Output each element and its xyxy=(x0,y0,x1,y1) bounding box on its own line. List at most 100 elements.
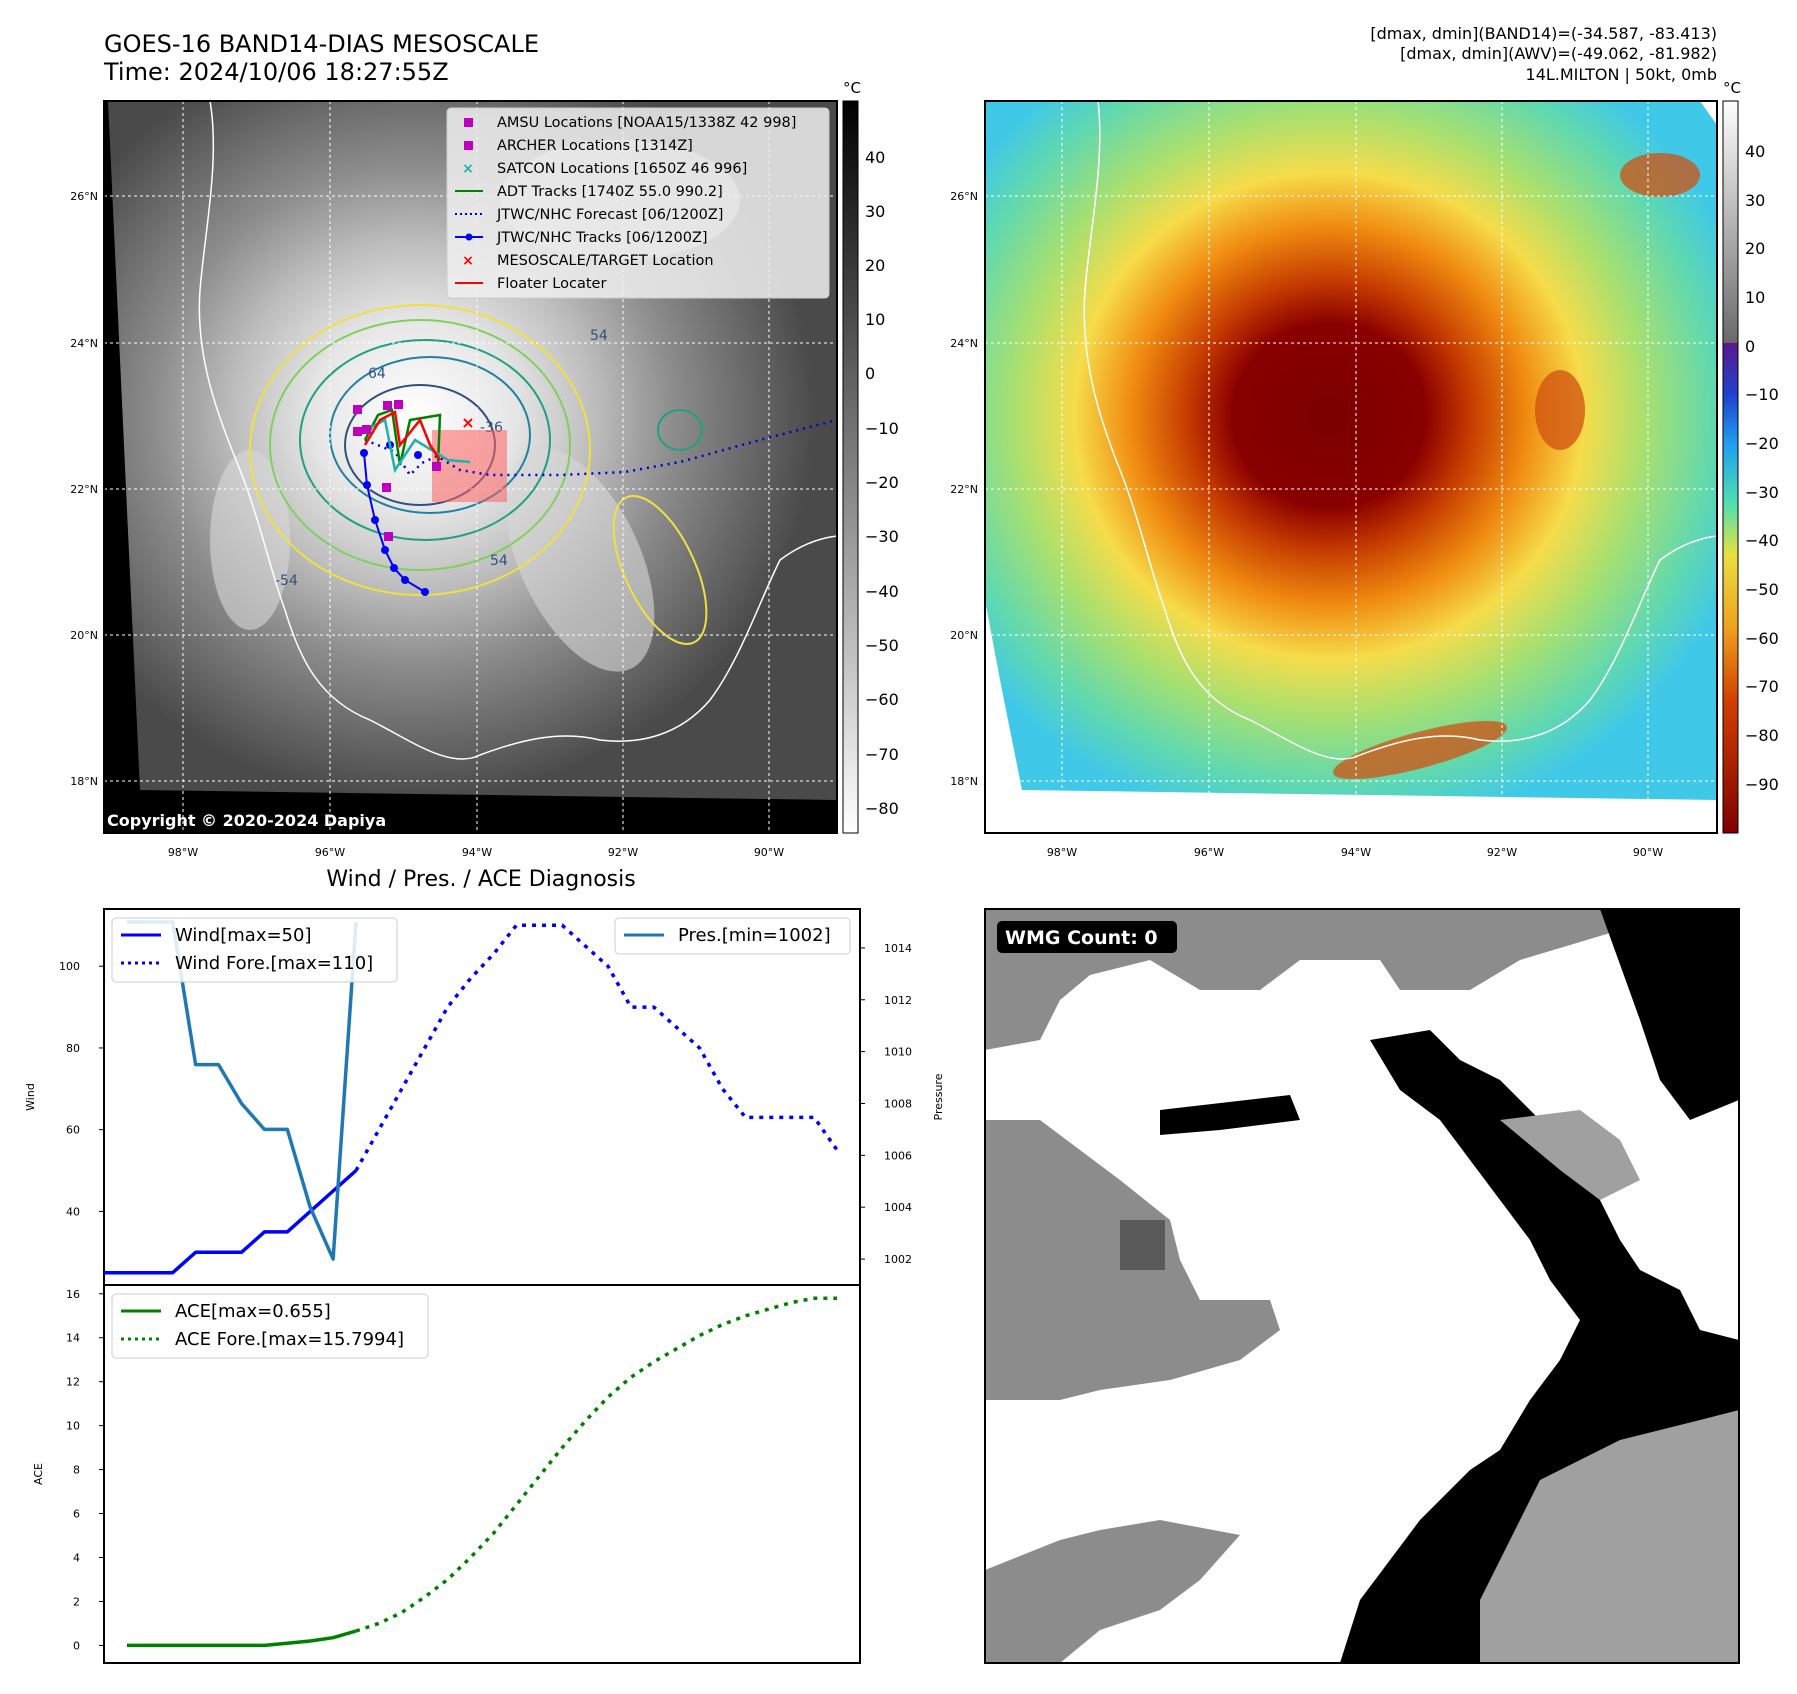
wind-legend-box xyxy=(111,917,398,983)
cb-tick: 30 xyxy=(1745,191,1765,210)
legend-label: ACE Fore.[max=15.7994] xyxy=(175,1329,404,1350)
ir-legend-box xyxy=(446,107,830,299)
legend-marker-dot xyxy=(465,233,473,241)
y2-tick-label: 1010 xyxy=(884,1046,912,1059)
contour-yellow xyxy=(249,304,591,596)
y2-tick-label: 1012 xyxy=(884,994,912,1007)
wind-pressure-chart: Wind Pressure 40 60 80 100 1002 1004 1006 1008… xyxy=(24,908,945,1286)
pressure-legend: Pres.[min=1002] xyxy=(614,917,851,955)
cb-tick: −60 xyxy=(865,690,899,709)
y-tick-label: 100 xyxy=(59,960,80,973)
y-tick-label: 10 xyxy=(66,1420,80,1433)
contour-label: 54 xyxy=(590,328,608,344)
wmg-light-gray-bottom xyxy=(1480,1410,1739,1663)
contour-label: 54 xyxy=(490,553,508,569)
cb-tick: −50 xyxy=(1745,580,1779,599)
legend-label: Floater Locater xyxy=(497,276,606,292)
series-line-wind-fore xyxy=(354,923,839,1172)
legend-entry-pressure: Pres.[min=1002] xyxy=(624,925,831,946)
lat-label: 18°N xyxy=(950,775,978,788)
lon-label: 90°W xyxy=(754,846,784,859)
legend-label: ARCHER Locations [1314Z] xyxy=(497,138,693,154)
ir-contours xyxy=(249,304,708,645)
wv-map-frame xyxy=(984,100,1718,834)
cb-tick: 40 xyxy=(865,148,885,167)
wv-colorbar-gradient xyxy=(1722,100,1739,834)
series-line-wind xyxy=(104,1169,358,1275)
legend-marker: × xyxy=(462,161,474,177)
lon-label: 90°W xyxy=(1633,846,1663,859)
cb-tick: 30 xyxy=(865,202,885,221)
cb-tick: −60 xyxy=(1745,629,1779,648)
y2-tick-label: 1006 xyxy=(884,1149,912,1162)
contour-teal xyxy=(329,356,531,514)
y-tick-label: 60 xyxy=(66,1124,80,1137)
contour-green xyxy=(299,339,551,541)
series-line-ace-fore xyxy=(355,1296,838,1633)
legend-label: AMSU Locations [NOAA15/1338Z 42 998] xyxy=(497,115,796,131)
legend-entry-adt: ADT Tracks [1740Z 55.0 990.2] xyxy=(455,184,723,200)
wmg-frame xyxy=(984,908,1740,1664)
lat-label: 24°N xyxy=(70,337,98,350)
adt-track-line xyxy=(363,408,442,466)
y-tick-label: 0 xyxy=(73,1639,80,1652)
wmg-black-top xyxy=(1600,909,1739,1120)
series-line-ace xyxy=(126,1629,357,1648)
legend-entry-tracks: JTWC/NHC Tracks [06/1200Z] xyxy=(455,230,708,246)
cb-tick: −70 xyxy=(1745,677,1779,696)
wv-imagery xyxy=(985,101,1717,800)
cb-tick: −10 xyxy=(1745,385,1779,404)
ir-map-frame xyxy=(103,100,838,834)
y-tick-label: 16 xyxy=(66,1288,80,1301)
cb-tick: 10 xyxy=(865,310,885,329)
wmg-light-gray xyxy=(1500,1110,1640,1200)
wv-map-panel xyxy=(984,100,1718,834)
y-tick-label: 12 xyxy=(66,1376,80,1389)
legend-label: SATCON Locations [1650Z 46 996] xyxy=(497,161,747,177)
legend-label: JTWC/NHC Tracks [06/1200Z] xyxy=(496,230,708,246)
cb-tick: 0 xyxy=(865,364,875,383)
ir-colorbar-ticks: 40 30 20 10 0 −10 −20 −30 −40 −50 −60 −7… xyxy=(865,148,899,818)
wind-y-ticks: 40 60 80 100 xyxy=(59,960,104,1218)
ace-chart: ACE 0 2 4 6 8 10 12 14 16 ACE[max=0.655] ACE For… xyxy=(32,1284,861,1664)
y-tick-label: 14 xyxy=(66,1332,80,1345)
contour-label-group: 64 54 -54 54 -36 xyxy=(275,328,608,589)
wind-legend: Wind[max=50] Wind Fore.[max=110] xyxy=(111,917,398,983)
legend-label: ACE[max=0.655] xyxy=(175,1301,331,1322)
best-track-dots xyxy=(360,441,429,596)
legend-entry-satcon: × SATCON Locations [1650Z 46 996] xyxy=(462,161,747,177)
wind-series-group xyxy=(104,920,839,1275)
wmg-dark-patch xyxy=(1120,1220,1165,1270)
ace-series-group xyxy=(126,1296,838,1648)
wv-coastline xyxy=(1083,101,1717,760)
legend-entry-wind: Wind[max=50] xyxy=(121,925,312,946)
copyright-text: Copyright © 2020-2024 Dapiya xyxy=(107,811,386,830)
legend-entry-archer: ARCHER Locations [1314Z] xyxy=(464,138,693,154)
cb-tick: −50 xyxy=(865,636,899,655)
figure-time: Time: 2024/10/06 18:27:55Z xyxy=(103,58,449,86)
legend-entry-floater: Floater Locater xyxy=(455,276,606,292)
wv-colorbar-unit: °C xyxy=(1723,79,1741,97)
contour-label: -54 xyxy=(275,573,298,589)
floater-track-line xyxy=(363,410,442,461)
lat-label: 26°N xyxy=(950,190,978,203)
legend-entry-ace-forecast: ACE Fore.[max=15.7994] xyxy=(121,1329,404,1350)
wind-axis-label: Wind xyxy=(24,1083,37,1111)
ace-legend-box xyxy=(111,1293,429,1359)
contour-lightgreen xyxy=(269,319,571,571)
y-tick-label: 80 xyxy=(66,1042,80,1055)
cb-tick: −20 xyxy=(1745,434,1779,453)
lat-label: 24°N xyxy=(950,337,978,350)
info-band14: [dmax, dmin](BAND14)=(-34.587, -83.413) xyxy=(1370,24,1717,43)
y-tick-label: 4 xyxy=(73,1552,80,1565)
contour-label: 64 xyxy=(368,366,386,382)
legend-marker: × xyxy=(462,253,474,269)
amsu-markers xyxy=(353,400,441,541)
lon-label: 98°W xyxy=(1047,846,1077,859)
lon-label: 94°W xyxy=(462,846,492,859)
wmg-grid xyxy=(985,909,1739,1663)
cb-tick: −10 xyxy=(865,419,899,438)
legend-entry-wind-forecast: Wind Fore.[max=110] xyxy=(121,953,373,974)
